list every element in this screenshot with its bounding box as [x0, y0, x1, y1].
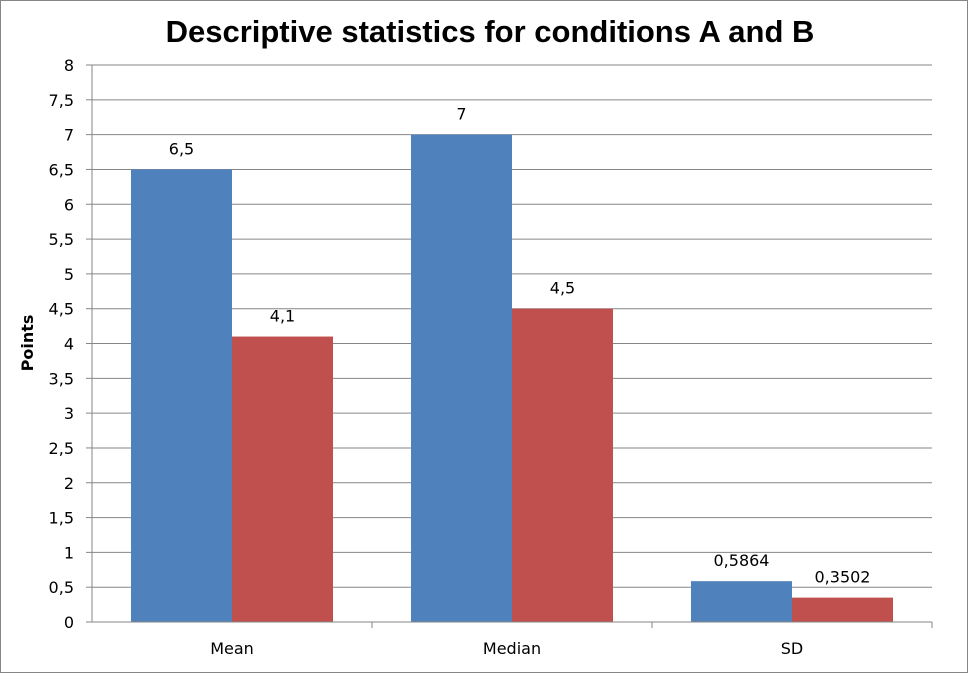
y-tick-label: 2	[64, 474, 74, 493]
category-label: SD	[781, 639, 803, 658]
y-tick-label: 6,5	[49, 160, 74, 179]
bar	[131, 169, 232, 622]
bar	[691, 581, 792, 622]
y-tick-label: 5,5	[49, 230, 74, 249]
y-tick-label: 3,5	[49, 369, 74, 388]
category-label: Mean	[210, 639, 254, 658]
category-labels: Mean Median SD	[210, 639, 803, 658]
y-tick-label: 3	[64, 404, 74, 423]
category-label: Median	[483, 639, 541, 658]
y-tick-label: 0,5	[49, 578, 74, 597]
bar	[512, 308, 613, 622]
y-tick-label: 6	[64, 195, 74, 214]
bar	[411, 134, 512, 622]
y-tick-labels: 0 0,5 1 1,5 2 2,5 3 3,5 4 4,5 5 5,5 6 6,5 7 7,5 8	[49, 56, 74, 632]
data-label: 7	[456, 105, 466, 124]
bar	[792, 597, 893, 622]
data-label: 4,5	[550, 279, 575, 298]
data-label: 6,5	[169, 139, 194, 158]
chart-title: Descriptive statistics for conditions A …	[166, 14, 815, 49]
y-tick-label: 7,5	[49, 91, 74, 110]
bars	[131, 134, 893, 622]
bar	[232, 336, 333, 622]
y-tick-label: 1	[64, 543, 74, 562]
data-label: 0,3502	[815, 568, 871, 587]
y-tick-label: 8	[64, 56, 74, 75]
data-labels: 6,5 4,1 7 4,5 0,5864 0,3502	[169, 105, 871, 587]
y-axis-label: Points	[18, 315, 37, 372]
y-tick-label: 2,5	[49, 439, 74, 458]
data-label: 0,5864	[714, 551, 770, 570]
y-tick-label: 7	[64, 126, 74, 145]
y-tick-label: 0	[64, 613, 74, 632]
data-label: 4,1	[270, 307, 295, 326]
y-tick-label: 4	[64, 335, 74, 354]
y-tick-label: 5	[64, 265, 74, 284]
y-tick-label: 4,5	[49, 300, 74, 319]
y-tick-label: 1,5	[49, 509, 74, 528]
axes	[86, 64, 933, 628]
